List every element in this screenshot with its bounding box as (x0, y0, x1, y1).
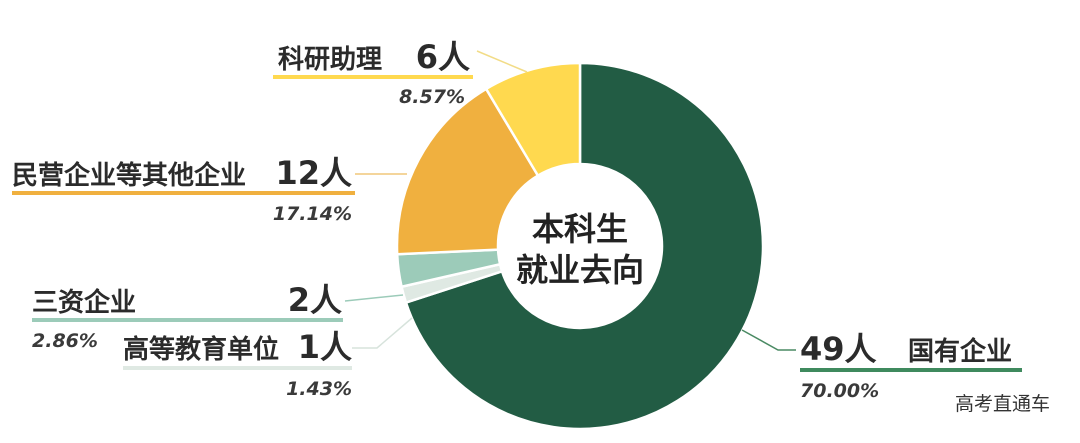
center-title-line1: 本科生 (532, 210, 628, 248)
label-minying-count: 12人 (275, 154, 352, 192)
label-gaodeng-name: 高等教育单位 (123, 334, 279, 365)
label-minying-name: 民营企业等其他企业 (12, 160, 246, 191)
label-gaodeng-count: 1人 (298, 328, 352, 366)
leader-line-sanzi (344, 294, 404, 302)
center-title-line2: 就业去向 (516, 251, 644, 289)
label-guoyou-name: 国有企业 (908, 336, 1012, 367)
underline-minying (12, 191, 355, 195)
underline-sanzi (32, 318, 343, 322)
label-guoyou-pct: 70.00% (800, 380, 879, 402)
label-minying-pct: 17.14% (273, 203, 352, 225)
label-gaodeng-pct: 1.43% (286, 378, 352, 400)
donut-slices (395, 61, 765, 431)
label-keyan-name: 科研助理 (278, 45, 382, 75)
leader-line-gaodeng (352, 317, 413, 349)
underline-gaodeng (123, 366, 352, 370)
label-sanzi-count: 2人 (288, 281, 342, 319)
label-sanzi-name: 三资企业 (32, 287, 136, 318)
label-sanzi-pct: 2.86% (32, 330, 98, 352)
label-keyan-count: 6人 (416, 38, 470, 76)
leader-line-guoyou (741, 329, 796, 351)
label-keyan-pct: 8.57% (399, 86, 465, 108)
underline-guoyou (800, 368, 1022, 372)
label-guoyou-count: 49人 (800, 330, 877, 368)
slice-minying (395, 87, 540, 256)
slice-guoyou (404, 61, 765, 431)
slice-keyan (484, 61, 582, 178)
leader-line-keyan (476, 50, 528, 73)
underline-keyan (273, 75, 473, 79)
watermark: 高考直通车 (955, 393, 1050, 415)
